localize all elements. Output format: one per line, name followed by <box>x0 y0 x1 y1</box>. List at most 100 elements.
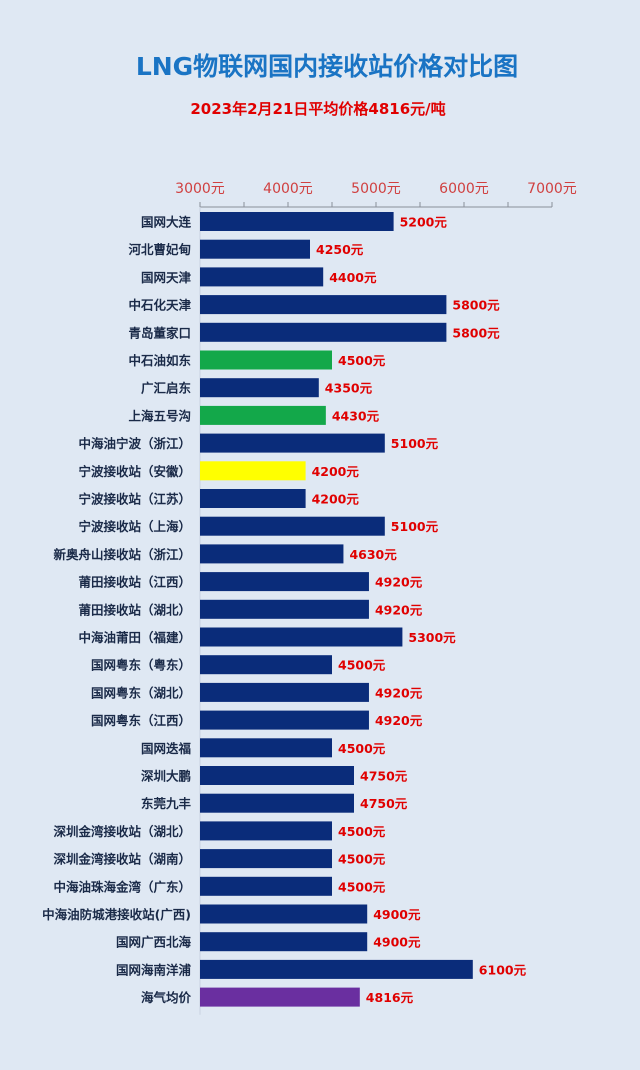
bar <box>200 572 369 592</box>
bar <box>200 322 447 342</box>
bar-row: 莆田接收站（江西） 4920元 <box>78 572 423 592</box>
category-label: 广汇启东 <box>141 381 192 396</box>
bar-row: 中石化天津 5800元 <box>128 295 500 315</box>
value-label: 4900元 <box>373 935 421 950</box>
category-label: 莆田接收站（湖北） <box>78 602 191 617</box>
value-label: 4500元 <box>338 879 386 894</box>
bar-row: 国网海南洋浦 6100元 <box>116 959 527 979</box>
category-label: 莆田接收站（江西） <box>78 575 191 590</box>
category-label: 宁波接收站（安徽） <box>78 464 191 479</box>
bar <box>200 821 332 841</box>
value-label: 4920元 <box>375 575 423 590</box>
bar <box>200 461 306 481</box>
category-label: 中海油宁波（浙江） <box>78 436 191 451</box>
value-label: 5100元 <box>391 436 439 451</box>
chart-title: LNG物联网国内接收站价格对比图 <box>136 52 518 81</box>
bar-row: 深圳大鹏 4750元 <box>141 766 408 785</box>
category-label: 国网广西北海 <box>116 935 192 950</box>
bar-row: 青岛董家口 5800元 <box>128 322 500 342</box>
value-label: 4430元 <box>332 408 380 423</box>
category-label: 青岛董家口 <box>128 325 191 340</box>
x-tick-label: 3000元 <box>175 181 225 197</box>
category-label: 国网海南洋浦 <box>116 962 192 977</box>
bar-row: 莆田接收站（湖北） 4920元 <box>78 599 423 619</box>
bar-row: 中石油如东 4500元 <box>128 350 386 370</box>
value-label: 4400元 <box>329 270 377 285</box>
bar-row: 中海油宁波（浙江） 5100元 <box>78 433 439 453</box>
bar <box>200 405 326 425</box>
category-label: 上海五号沟 <box>128 408 191 423</box>
x-tick-label: 4000元 <box>263 181 313 197</box>
category-label: 宁波接收站（江苏） <box>78 492 191 507</box>
value-label: 5200元 <box>400 215 448 230</box>
category-label: 河北曹妃甸 <box>128 242 191 257</box>
bar-row: 上海五号沟 4430元 <box>128 405 380 425</box>
category-label: 国网粤东（江西） <box>91 713 191 728</box>
bar-row: 新奥舟山接收站（浙江） 4630元 <box>53 544 397 564</box>
category-label: 新奥舟山接收站（浙江） <box>53 547 191 562</box>
bar-row: 广汇启东 4350元 <box>141 378 373 398</box>
value-label: 4630元 <box>349 547 397 562</box>
category-label: 国网迭福 <box>141 741 192 756</box>
bar-row: 中海油莆田（福建） 5300元 <box>78 627 456 647</box>
value-label: 4500元 <box>338 741 386 756</box>
bar <box>200 959 473 979</box>
x-tick-label: 5000元 <box>351 181 401 197</box>
bar <box>200 239 310 259</box>
bar-row: 宁波接收站（上海） 5100元 <box>78 516 439 536</box>
value-label: 4920元 <box>375 713 423 728</box>
bar <box>200 766 354 785</box>
bar-row: 中海油珠海金湾（广东） 4500元 <box>53 876 386 896</box>
chart-subtitle: 2023年2月21日平均价格4816元/吨 <box>190 100 445 118</box>
bar <box>200 516 385 536</box>
bar <box>200 849 332 869</box>
bar-row: 国网大连 5200元 <box>141 212 447 231</box>
value-label: 4750元 <box>360 769 408 784</box>
bar-row: 宁波接收站（安徽） 4200元 <box>78 461 359 481</box>
bar <box>200 655 332 675</box>
value-label: 5800元 <box>452 298 500 313</box>
category-label: 中石油如东 <box>128 353 191 368</box>
bar-row: 深圳金湾接收站（湖南） 4500元 <box>53 849 386 869</box>
x-axis: 3000元 4000元 5000元 6000元 7000元 <box>175 181 577 1015</box>
value-label: 4750元 <box>360 796 408 811</box>
value-label: 5300元 <box>408 630 456 645</box>
bar-row: 东莞九丰 4750元 <box>141 793 408 813</box>
value-label: 5800元 <box>452 325 500 340</box>
bar-row: 海气均价 4816元 <box>141 987 414 1007</box>
value-label: 4350元 <box>325 381 373 396</box>
x-tick-label: 7000元 <box>527 181 577 197</box>
value-label: 5100元 <box>391 519 439 534</box>
bar <box>200 544 344 564</box>
bar <box>200 738 332 758</box>
bar <box>200 599 369 619</box>
value-label: 4500元 <box>338 353 386 368</box>
category-label: 深圳大鹏 <box>141 769 191 784</box>
bar-row: 国网广西北海 4900元 <box>116 932 421 952</box>
bar <box>200 627 403 647</box>
bar <box>200 489 306 508</box>
category-label: 国网大连 <box>141 215 192 230</box>
bar <box>200 350 332 370</box>
category-label: 国网粤东（粤东） <box>91 658 191 673</box>
value-label: 6100元 <box>479 962 527 977</box>
value-label: 4900元 <box>373 907 421 922</box>
category-label: 深圳金湾接收站（湖北） <box>53 824 191 839</box>
value-label: 4200元 <box>312 492 360 507</box>
value-label: 4816元 <box>366 990 414 1005</box>
value-label: 4500元 <box>338 824 386 839</box>
bar <box>200 987 360 1007</box>
value-label: 4920元 <box>375 602 423 617</box>
value-label: 4920元 <box>375 685 423 700</box>
category-label: 中海油莆田（福建） <box>78 630 191 645</box>
bar <box>200 793 354 813</box>
category-label: 中石化天津 <box>128 298 191 313</box>
value-label: 4500元 <box>338 658 386 673</box>
bar <box>200 876 332 896</box>
bar <box>200 904 368 924</box>
bar-row: 国网粤东（江西） 4920元 <box>91 710 423 730</box>
category-label: 宁波接收站（上海） <box>78 519 191 534</box>
category-label: 国网粤东（湖北） <box>91 685 191 700</box>
